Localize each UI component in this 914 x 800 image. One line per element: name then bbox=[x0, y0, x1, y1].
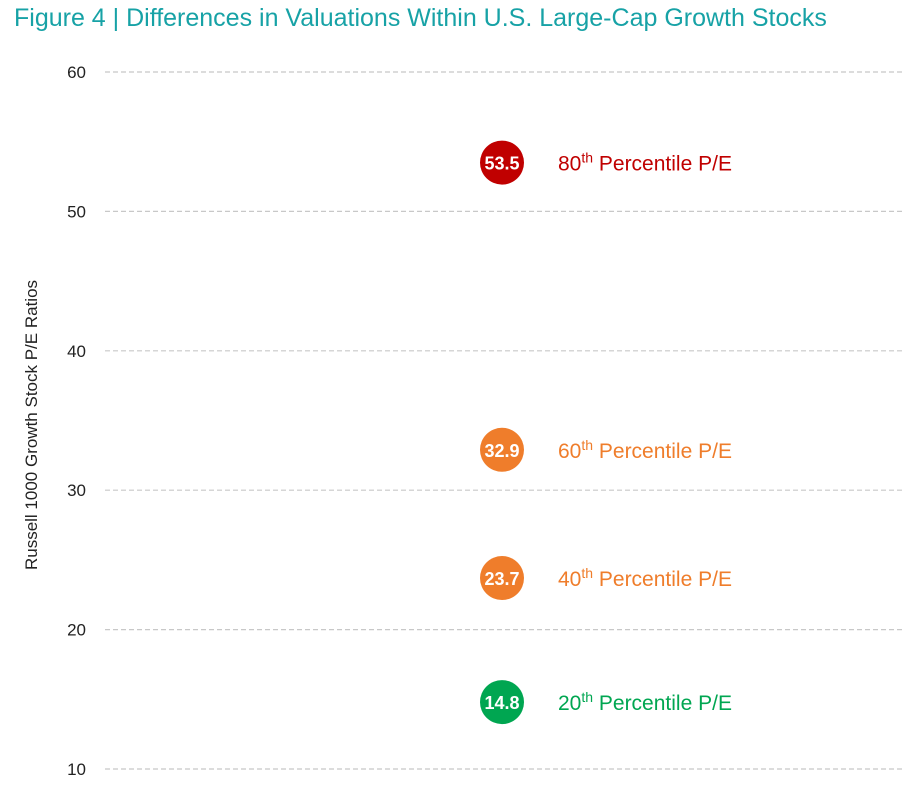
data-point-label: 60th Percentile P/E bbox=[558, 437, 732, 463]
data-point bbox=[480, 427, 524, 472]
y-tick-label: 60 bbox=[67, 63, 86, 82]
chart-title: Figure 4 | Differences in Valuations Wit… bbox=[14, 4, 827, 32]
data-point bbox=[480, 140, 524, 185]
y-tick-layer: 10 20 30 40 50 60 bbox=[67, 63, 86, 779]
data-point-label: 20th Percentile P/E bbox=[558, 689, 732, 715]
data-point-value: 14.8 bbox=[484, 693, 519, 713]
data-point-value: 23.7 bbox=[484, 569, 519, 589]
data-point-value: 32.9 bbox=[484, 441, 519, 461]
data-point-value: 53.5 bbox=[484, 154, 519, 174]
y-tick-label: 30 bbox=[67, 481, 86, 500]
data-point-label: 80th Percentile P/E bbox=[558, 150, 732, 176]
y-tick-label: 10 bbox=[67, 760, 86, 779]
y-tick-label: 20 bbox=[67, 621, 86, 640]
data-point bbox=[480, 680, 524, 725]
data-point-label: 40th Percentile P/E bbox=[558, 565, 732, 591]
y-tick-label: 40 bbox=[67, 342, 86, 361]
y-tick-label: 50 bbox=[67, 202, 86, 221]
grid-layer bbox=[105, 71, 904, 770]
data-point bbox=[480, 556, 524, 601]
point-layer: 53.5 80th Percentile P/E 32.9 60th Percenti… bbox=[480, 140, 732, 725]
